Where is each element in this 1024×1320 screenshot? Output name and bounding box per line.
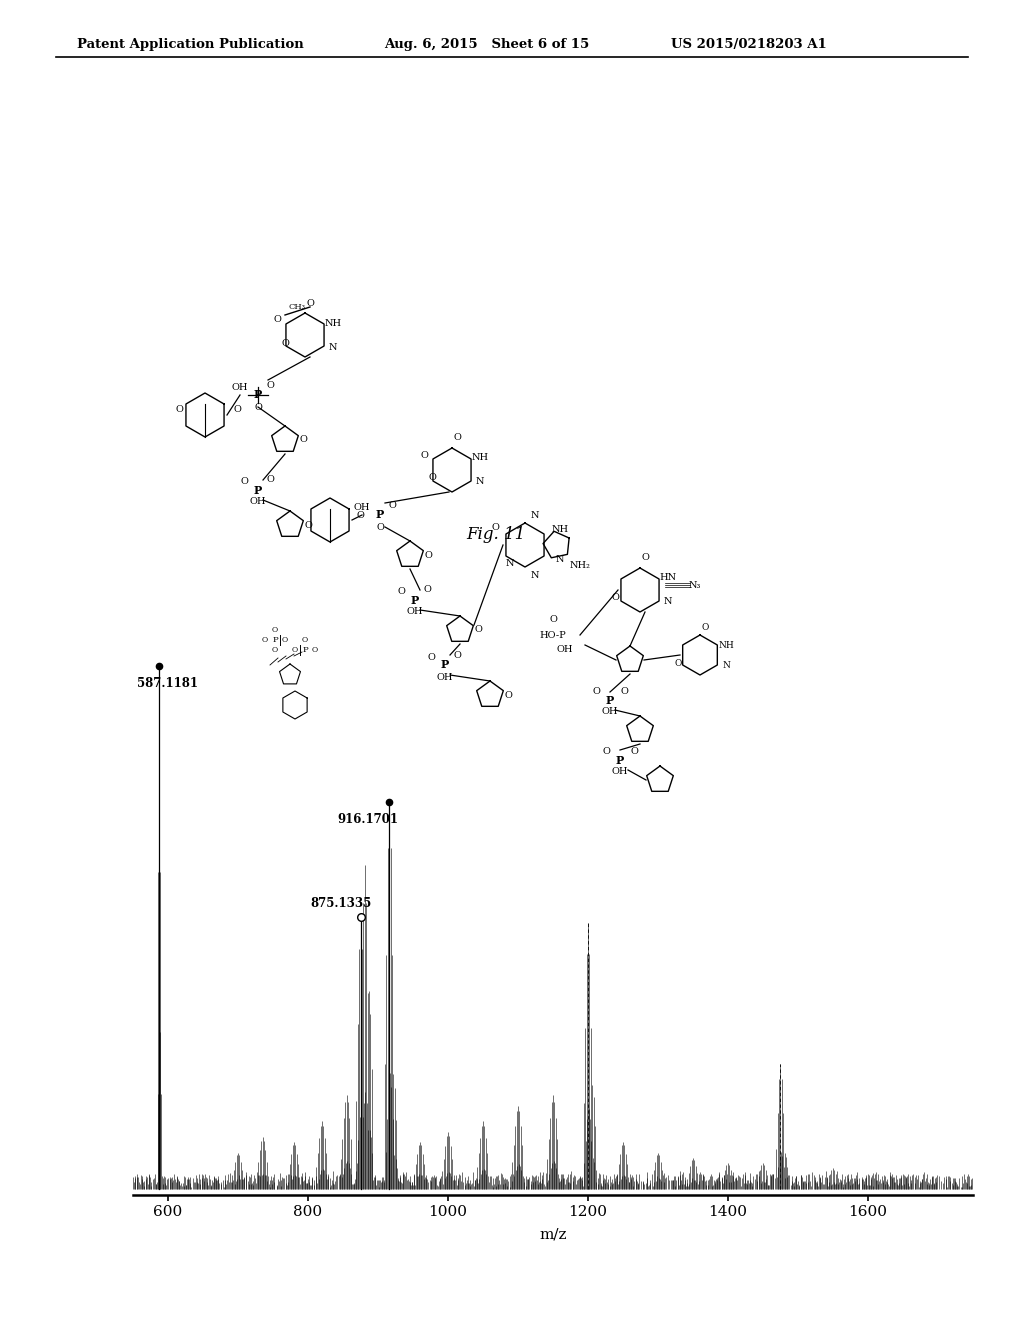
Text: Patent Application Publication: Patent Application Publication (77, 37, 303, 50)
Text: O: O (504, 690, 512, 700)
Text: O: O (549, 615, 557, 624)
Text: O: O (262, 636, 268, 644)
Text: P: P (606, 694, 614, 705)
Text: O: O (299, 436, 307, 445)
Text: O: O (273, 315, 281, 325)
Text: N₃: N₃ (689, 581, 701, 590)
Text: NH: NH (325, 318, 342, 327)
Text: O: O (675, 659, 682, 668)
Text: N: N (506, 558, 514, 568)
Text: N: N (722, 660, 730, 669)
Text: P: P (441, 660, 450, 671)
Text: O: O (306, 298, 314, 308)
Text: O: O (272, 626, 279, 634)
Text: O: O (701, 623, 709, 631)
Text: O: O (492, 523, 499, 532)
Text: O: O (428, 474, 436, 483)
Text: NH: NH (471, 454, 488, 462)
Text: NH: NH (552, 525, 568, 535)
Text: O: O (356, 511, 364, 520)
Text: OH: OH (557, 645, 573, 655)
Text: O: O (304, 520, 312, 529)
Text: N: N (556, 556, 564, 565)
Text: O: O (420, 450, 428, 459)
Text: OH: OH (611, 767, 629, 776)
Text: O: O (611, 594, 618, 602)
Text: O: O (266, 475, 274, 484)
Text: O: O (641, 553, 649, 562)
Text: Aug. 6, 2015   Sheet 6 of 15: Aug. 6, 2015 Sheet 6 of 15 (384, 37, 589, 50)
Text: O: O (621, 688, 628, 697)
Text: OH: OH (437, 672, 454, 681)
Text: P: P (615, 755, 624, 766)
Text: P: P (376, 510, 384, 520)
Text: O: O (175, 405, 183, 414)
Text: O: O (282, 636, 288, 644)
Text: N: N (530, 570, 540, 579)
Text: P: P (272, 636, 278, 644)
Text: O: O (281, 338, 289, 347)
Text: P: P (411, 594, 419, 606)
Text: O: O (388, 500, 396, 510)
Text: NH₂: NH₂ (569, 561, 591, 569)
Text: N: N (530, 511, 540, 520)
Text: O: O (474, 626, 482, 635)
Text: O: O (397, 587, 404, 597)
Text: O: O (424, 550, 432, 560)
Text: O: O (272, 645, 279, 653)
Text: O: O (312, 645, 318, 653)
Text: N: N (664, 598, 672, 606)
Text: OH: OH (602, 708, 618, 717)
Text: HO-P: HO-P (540, 631, 566, 639)
Text: US 2015/0218203 A1: US 2015/0218203 A1 (671, 37, 826, 50)
Text: P: P (254, 484, 262, 495)
Text: O: O (292, 645, 298, 653)
Text: Fig. 11: Fig. 11 (466, 525, 525, 543)
Text: O: O (427, 652, 435, 661)
Text: 875.1335: 875.1335 (310, 896, 372, 909)
Text: O: O (233, 405, 241, 414)
Text: N: N (476, 478, 484, 487)
Text: O: O (376, 523, 384, 532)
Text: O: O (592, 688, 600, 697)
Text: P: P (302, 645, 308, 653)
Text: O: O (240, 478, 248, 487)
Text: OH: OH (353, 503, 371, 511)
Text: 587.1181: 587.1181 (136, 677, 198, 690)
Text: HN: HN (659, 573, 677, 582)
X-axis label: m/z: m/z (540, 1228, 566, 1241)
Text: O: O (254, 403, 262, 412)
Text: OH: OH (231, 383, 248, 392)
Text: P: P (254, 389, 262, 400)
Text: O: O (453, 651, 461, 660)
Text: N: N (329, 342, 337, 351)
Text: O: O (423, 586, 431, 594)
Text: CH₃: CH₃ (289, 304, 305, 312)
Text: OH: OH (407, 607, 423, 616)
Text: O: O (302, 636, 308, 644)
Text: OH: OH (250, 498, 266, 507)
Text: NH: NH (718, 640, 734, 649)
Text: O: O (602, 747, 610, 756)
Text: O: O (266, 380, 274, 389)
Text: 916.1701: 916.1701 (338, 813, 398, 826)
Text: O: O (630, 747, 638, 756)
Text: O: O (453, 433, 461, 442)
